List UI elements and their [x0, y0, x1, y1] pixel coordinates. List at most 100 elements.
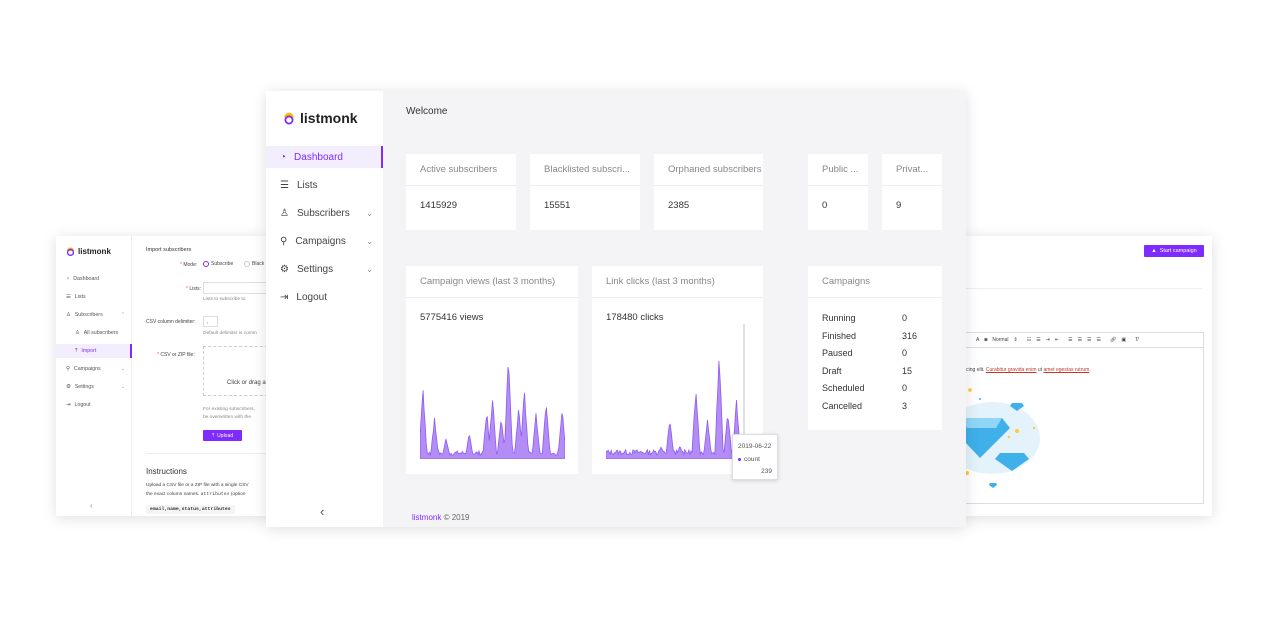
required-mark: *: [186, 286, 190, 292]
listmonk-logo-icon: [284, 112, 294, 124]
dashboard-icon: ◔: [280, 151, 287, 163]
clicks-total: 178480 clicks: [606, 312, 664, 323]
file-dropzone[interactable]: Click or drag a: [203, 346, 268, 396]
logout-icon: ⇥: [66, 402, 71, 408]
divider: [654, 185, 763, 186]
stat-value: 15551: [544, 200, 571, 211]
footer-link[interactable]: listmonk: [412, 513, 442, 522]
rocket-icon: ⚲: [280, 235, 288, 247]
stat-value: 0: [822, 200, 828, 211]
left-sidebar: listmonk ◔ Dashboard ☰ Lists ♙ Subscribers ⌃…: [56, 236, 132, 516]
format-select[interactable]: Normal: [992, 337, 1009, 343]
logo[interactable]: listmonk: [283, 110, 358, 126]
upload-icon: ⤒: [211, 432, 215, 439]
dropzone-text: Click or drag a: [227, 380, 266, 386]
sidebar-item-lists[interactable]: ☰ Lists: [266, 174, 383, 196]
instructions-text: the exact column names.: [146, 492, 200, 497]
overwrite-help-line1: For existing subscribers,: [203, 407, 255, 412]
sidebar-item-dashboard[interactable]: ◔ Dashboard: [56, 272, 132, 286]
rocket-icon: ▲: [1151, 248, 1157, 254]
dashboard-window: listmonk ◔ Dashboard ☰ Lists ♙ Subscribers ⌄…: [266, 91, 966, 527]
bullet-list-icon[interactable]: ☷: [1026, 337, 1032, 343]
text-color-icon[interactable]: A: [976, 337, 980, 343]
delimiter-label: CSV column delimiter:: [146, 319, 196, 325]
ordered-list-icon[interactable]: ☰: [1036, 337, 1041, 343]
sidebar-item-label: Campaigns: [73, 366, 101, 372]
image-icon[interactable]: ▣: [1121, 337, 1127, 343]
align-justify-icon[interactable]: ☰: [1096, 337, 1102, 343]
indent-icon[interactable]: ⇥: [1045, 337, 1050, 343]
file-label: CSV or ZIP file:: [160, 352, 195, 358]
sidebar-item-label: Import: [81, 348, 97, 354]
outdent-icon[interactable]: ⇤: [1054, 337, 1060, 343]
card-title: Campaign views (last 3 months): [420, 276, 556, 287]
align-left-icon[interactable]: ☰: [1068, 337, 1073, 343]
mode-blacklist-label: Black: [252, 261, 265, 267]
divider: [592, 297, 763, 298]
editor-link[interactable]: amet egestas rutrum: [1043, 367, 1090, 373]
campaign-stat-row: Cancelled 3: [822, 401, 932, 411]
sidebar-item-campaigns[interactable]: ⚲ Campaigns ⌄: [266, 230, 383, 252]
users-icon: ♙: [75, 330, 80, 336]
link-icon[interactable]: 🔗︎: [1110, 337, 1117, 343]
campaign-status-label: Cancelled: [822, 401, 863, 411]
editor-link[interactable]: Curabitur gravida enim: [985, 367, 1037, 373]
series-dot-icon: [738, 458, 741, 461]
import-form: Import subscribers * Mode: Subscribe Bla…: [136, 236, 268, 516]
editor-toolbar: A ◙ Normal ⇕ ☷ ☰ ⇥ ⇤ ☰ ☰ ☰ ☰ 🔗︎ ▣ T̸: [962, 333, 1203, 348]
sidebar-item-lists[interactable]: ☰ Lists: [56, 290, 132, 304]
sidebar-item-label: Settings: [296, 263, 334, 275]
collapse-sidebar-icon[interactable]: ‹: [320, 504, 325, 519]
sidebar-item-logout[interactable]: ⇥ Logout: [56, 398, 132, 412]
chevron-down-icon: ⌄: [120, 384, 125, 390]
import-window: listmonk ◔ Dashboard ☰ Lists ♙ Subscribers ⌃…: [56, 236, 268, 516]
divider: [146, 453, 268, 454]
campaign-status-label: Paused: [822, 348, 853, 358]
sidebar-item-all-subscribers[interactable]: ♙ All subscribers: [56, 326, 132, 340]
rocket-icon: ⚲: [66, 366, 70, 372]
stat-card-public-lists: Public ... 0: [808, 154, 868, 230]
sidebar-item-label: Lists: [296, 179, 318, 191]
campaigns-card: Campaigns Running 0 Finished 316 Paused 0 D…: [808, 266, 942, 430]
start-campaign-label: Start campaign: [1159, 248, 1197, 254]
lists-input[interactable]: [203, 282, 268, 294]
divider: [530, 185, 640, 186]
instructions-title: Instructions: [146, 467, 187, 476]
tooltip-value: 239: [761, 468, 772, 475]
diamonds-illustration: [962, 388, 1040, 488]
lists-help: Lists to subscribe to: [203, 297, 246, 302]
sidebar-item-subscribers[interactable]: ♙ Subscribers ⌃: [56, 308, 132, 322]
stat-card-private-lists: Privat... 9: [882, 154, 942, 230]
sidebar-item-dashboard[interactable]: ◔ Dashboard: [266, 146, 383, 168]
stat-card-orphaned: Orphaned subscribers 2385: [654, 154, 763, 230]
clear-format-icon[interactable]: T̸: [1135, 337, 1139, 343]
background-color-icon[interactable]: ◙: [984, 337, 988, 343]
stat-value: 9: [896, 200, 902, 211]
gear-icon: ⚙: [280, 263, 289, 275]
rich-text-editor[interactable]: A ◙ Normal ⇕ ☷ ☰ ⇥ ⇤ ☰ ☰ ☰ ☰ 🔗︎ ▣ T̸ ...…: [962, 332, 1204, 504]
logo: listmonk: [66, 247, 111, 256]
sidebar-item-settings[interactable]: ⚙ Settings ⌄: [266, 258, 383, 280]
sidebar-item-subscribers[interactable]: ♙ Subscribers ⌄: [266, 202, 383, 224]
csv-header-example: email,name,status,attributes: [146, 505, 235, 514]
mode-blacklist-radio[interactable]: Black: [244, 261, 264, 267]
sidebar-item-logout[interactable]: ⇥ Logout: [266, 286, 383, 308]
start-campaign-button[interactable]: ▲ Start campaign: [1144, 245, 1204, 257]
sidebar-item-label: Campaigns: [295, 235, 346, 247]
campaign-status-count: 15: [902, 366, 913, 376]
campaign-status-count: 3: [902, 401, 908, 411]
stat-label: Active subscribers: [420, 164, 498, 175]
delimiter-input[interactable]: ,: [203, 316, 218, 327]
mode-subscribe-radio[interactable]: Subscribe: [203, 261, 233, 267]
sidebar-item-import[interactable]: ⤒ Import: [56, 344, 132, 358]
list-icon: ☰: [66, 294, 71, 300]
align-center-icon[interactable]: ☰: [1077, 337, 1083, 343]
align-right-icon[interactable]: ☰: [1087, 337, 1092, 343]
upload-button[interactable]: ⤒ Upload: [203, 430, 242, 441]
sidebar-item-settings[interactable]: ⚙ Settings ⌄: [56, 380, 132, 394]
instructions-text: (option: [230, 492, 246, 497]
sidebar-item-campaigns[interactable]: ⚲ Campaigns ⌄: [56, 362, 132, 376]
collapse-sidebar-icon[interactable]: ‹: [90, 501, 93, 510]
mode-label: Mode:: [183, 262, 198, 268]
instructions-line2: the exact column names. attributes (opti…: [146, 492, 245, 497]
